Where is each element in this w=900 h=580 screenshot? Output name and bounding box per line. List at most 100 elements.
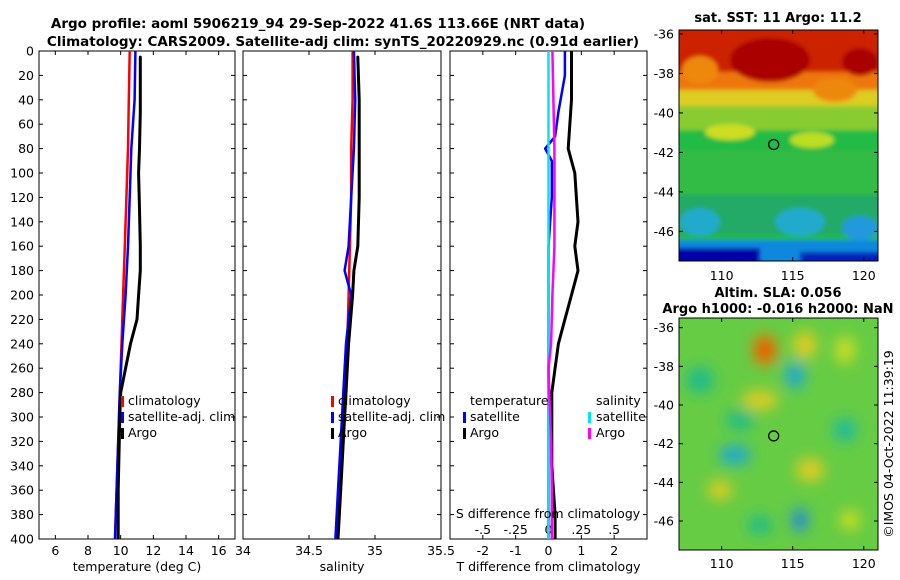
x-tick-label: 8 [84,543,92,558]
x-tick-label: 35.5 [427,543,455,558]
y-tick-label: 120 [10,190,34,205]
legend-label-temp-satellite: satellite [470,409,520,424]
x-tick-label: 12 [145,543,161,558]
x-tick-label: 110 [710,268,734,283]
x-tick-label: 115 [781,556,805,571]
y-tick-label: 220 [10,312,34,327]
main-title-line2: Climatology: CARS2009. Satellite-adj cli… [47,34,639,50]
y-tick-label: 260 [10,361,34,376]
credit-label: ©IMOS 04-Oct-2022 11:39:19 [881,350,896,538]
s-diff-axis-label: S difference from climatology [456,506,641,521]
difference-x-axis-label: T difference from climatology [455,559,641,574]
argo-position-marker [768,138,780,151]
series-argo [336,55,361,539]
x-tick-label: 16 [211,543,227,558]
y-tick-label: -44 [654,184,674,199]
legend-swatch-temp-satellite [463,412,466,423]
y-tick-label: -40 [654,398,674,413]
legend-swatch-sal-argo [588,428,591,439]
x2-tick-label: -.5 [475,522,491,537]
x-tick-label: -2 [477,543,489,558]
x-tick-label: 34 [235,543,251,558]
legend-label-argo: Argo [128,425,157,440]
x-tick-label: -1 [509,543,521,558]
legend-swatch-argo [121,428,124,439]
y-tick-label: 80 [18,141,34,156]
y-tick-label: 160 [10,239,34,254]
salinity-x-axis-label: salinity [320,559,365,574]
x-tick-label: 10 [113,543,129,558]
x-tick-label: 0 [545,543,553,558]
legend-swatch-climatology [121,396,124,407]
y-tick-label: 380 [10,507,34,522]
legend-label-satellite: satellite-adj. clim [338,409,445,424]
y-tick-label: -44 [654,475,674,490]
sst-map-title: sat. SST: 11 Argo: 11.2 [694,11,861,26]
legend-swatch-temp-argo [463,428,466,439]
salinity-series-group [334,51,361,539]
y-tick-label: -38 [654,66,674,81]
y-tick-label: -36 [654,320,674,335]
y-tick-label: -36 [654,26,674,41]
y-tick-label: 0 [26,44,34,59]
temperature-axes-frame [38,50,236,540]
difference-legend: temperature satellite Argo salinity sate… [463,393,646,440]
y-tick-label: -40 [654,105,674,120]
sla-map-title-line1: Altim. SLA: 0.056 [715,286,842,301]
x-tick-label: 6 [51,543,59,558]
main-title-line1: Argo profile: aoml 5906219_94 29-Sep-202… [51,16,585,32]
legend-swatch-satellite [331,412,334,423]
salinity-legend: climatology satellite-adj. clim Argo [331,393,445,440]
x-tick-label: 1 [577,543,585,558]
legend-header-salinity: salinity [596,393,641,408]
y-tick-label: 200 [10,288,34,303]
y-tick-label: 40 [18,92,34,107]
y-tick-label: 180 [10,263,34,278]
y-tick-label: 140 [10,214,34,229]
temperature-legend: climatology satellite-adj. clim Argo [121,393,235,440]
series-argo [116,55,142,539]
y-tick-label: 20 [18,68,34,83]
y-tick-label: 320 [10,434,34,449]
x-tick-label: 2 [610,543,618,558]
x2-tick-label: .5 [608,522,620,537]
legend-swatch-argo [331,428,334,439]
x-tick-label: 34.5 [295,543,323,558]
legend-swatch-satellite [121,412,124,423]
difference-series-group [543,51,580,539]
y-tick-label: -38 [654,359,674,374]
legend-header-temperature: temperature [470,393,549,408]
argo-position-marker [768,430,780,442]
y-tick-label: 400 [10,532,34,547]
y-tick-label: -42 [654,145,674,160]
x2-tick-label: -.25 [503,522,527,537]
y-tick-label: 280 [10,385,34,400]
y-tick-label: 360 [10,483,34,498]
legend-label-climatology: climatology [128,393,201,408]
legend-label-sal-argo: Argo [596,425,625,440]
y-tick-label: 60 [18,117,34,132]
y-tick-label: 240 [10,336,34,351]
y-tick-label: 300 [10,410,34,425]
series-satellite-adj-clim [334,51,357,539]
temperature-x-axis-label: temperature (deg C) [73,559,202,574]
x-tick-label: 35 [367,543,383,558]
series-salinity-argo [547,51,556,539]
y-tick-label: 340 [10,458,34,473]
x-tick-label: 115 [781,268,805,283]
legend-swatch-sal-satellite [588,412,591,423]
y-tick-label: -46 [654,514,674,529]
sst-map-field [679,30,878,261]
y-tick-label: -46 [654,224,674,239]
x-tick-label: 14 [178,543,194,558]
sst-map-frame [678,29,879,262]
legend-label-climatology: climatology [338,393,411,408]
legend-label-satellite: satellite-adj. clim [128,409,235,424]
sla-map-title-line2: Argo h1000: -0.016 h2000: NaN [662,302,893,317]
x-tick-label: 120 [852,268,876,283]
x-tick-label: 120 [852,556,876,571]
y-tick-label: 100 [10,166,34,181]
x-tick-label: 110 [710,556,734,571]
sla-map-frame [678,317,879,551]
